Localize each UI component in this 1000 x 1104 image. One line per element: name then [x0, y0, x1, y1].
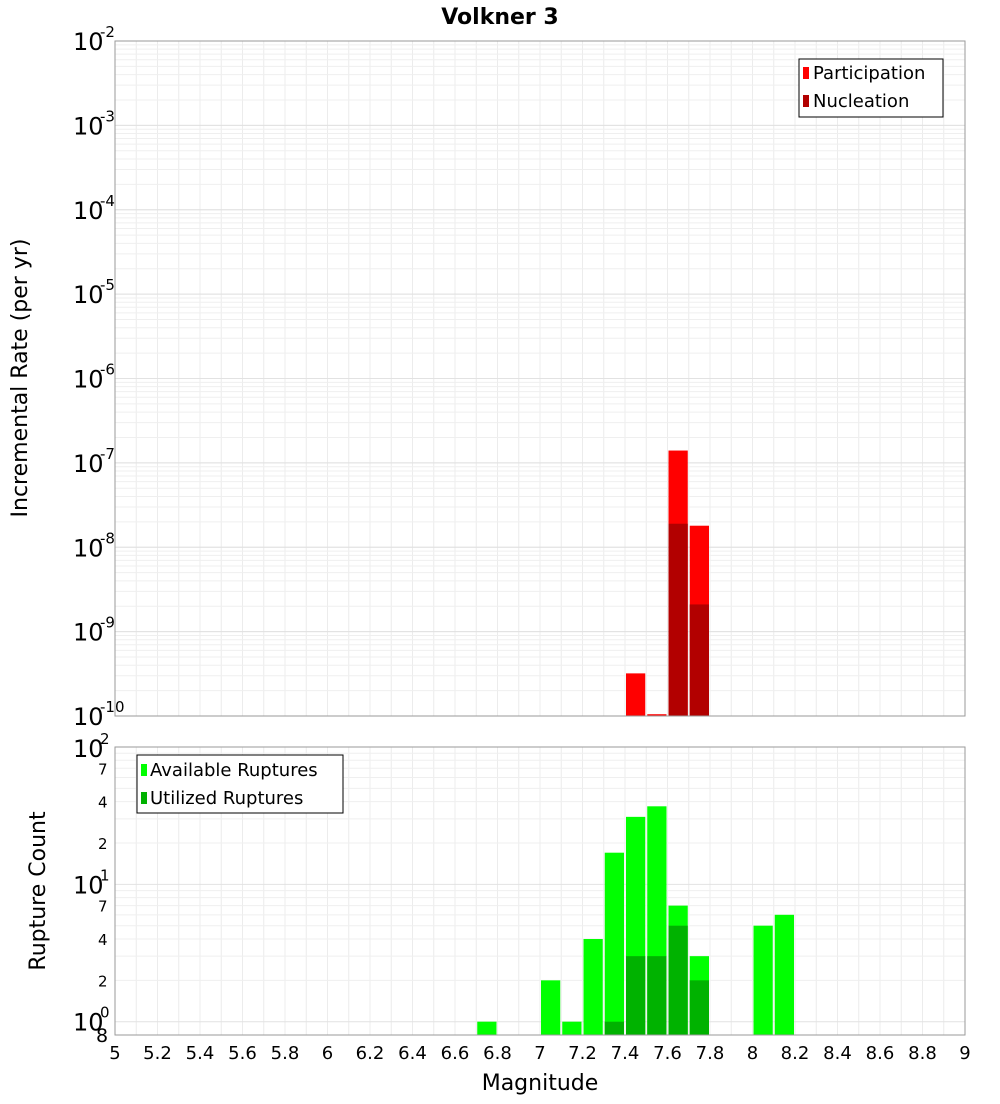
x-tick-label: 6: [322, 1043, 333, 1064]
top-y-tick-exp: -7: [100, 445, 115, 463]
bottom-y-minor-tick: 4: [98, 794, 108, 812]
top-y-tick-base: 10: [73, 281, 104, 309]
bottom-y-minor-tick: 2: [98, 972, 108, 990]
top-legend-swatch: [803, 67, 809, 79]
top-legend-label: Nucleation: [813, 91, 909, 112]
top-y-tick-exp: -2: [100, 23, 115, 41]
top-y-tick-exp: -8: [100, 529, 115, 547]
bottom-y-tick-exp: 2: [100, 730, 110, 748]
utilized-ruptures-bar: [626, 956, 646, 1035]
bottom-y-tick-base: 10: [73, 871, 104, 899]
bottom-y-minor-tick: 7: [98, 760, 108, 778]
bottom-legend-swatch: [141, 792, 147, 804]
bottom-legend: Available Ruptures Utilized Ruptures: [136, 754, 344, 814]
nucleation-bar: [689, 604, 709, 716]
x-tick-label: 6.8: [483, 1043, 512, 1064]
top-y-tick-exp: -4: [100, 192, 115, 210]
bottom-y-minor-tick: 8: [96, 1025, 108, 1047]
x-tick-label: 7.6: [653, 1043, 682, 1064]
top-y-tick-exp: -9: [100, 614, 115, 632]
x-tick-label: 6.6: [441, 1043, 470, 1064]
x-tick-label: 7.8: [696, 1043, 725, 1064]
x-tick-label: 7.2: [568, 1043, 597, 1064]
utilized-ruptures-bar: [668, 925, 688, 1035]
available-ruptures-bar: [562, 1021, 582, 1035]
x-tick-label: 8.4: [823, 1043, 852, 1064]
top-legend-label: Participation: [813, 63, 925, 84]
x-tick-label: 7: [534, 1043, 545, 1064]
x-tick-label: 5.2: [143, 1043, 172, 1064]
available-ruptures-bar: [477, 1021, 497, 1035]
x-tick-label: 6.4: [398, 1043, 427, 1064]
bottom-y-tick-exp: 0: [100, 1004, 110, 1022]
top-legend: Participation Nucleation: [798, 58, 944, 118]
x-tick-label: 6.2: [356, 1043, 385, 1064]
utilized-ruptures-bar: [604, 1021, 624, 1035]
x-tick-label: 5.4: [186, 1043, 215, 1064]
nucleation-bar: [668, 523, 688, 716]
x-tick-label: 8: [747, 1043, 758, 1064]
bottom-legend-swatch: [141, 764, 147, 776]
top-y-tick-base: 10: [73, 703, 104, 731]
bottom-legend-label: Available Ruptures: [150, 760, 318, 781]
top-plot-border: [114, 40, 966, 717]
participation-bar: [626, 673, 646, 716]
available-ruptures-bar: [774, 914, 794, 1035]
available-ruptures-bar: [753, 925, 773, 1035]
top-y-tick-base: 10: [73, 197, 104, 225]
x-tick-label: 8.8: [908, 1043, 937, 1064]
top-legend-swatch: [803, 95, 809, 107]
bottom-y-minor-tick: 4: [98, 931, 108, 949]
x-tick-label: 5.6: [228, 1043, 257, 1064]
x-tick-label: 5: [109, 1043, 120, 1064]
top-panel: 10-210-310-410-510-610-710-810-910-10Inc…: [8, 23, 966, 731]
utilized-ruptures-bar: [689, 980, 709, 1035]
available-ruptures-bar: [583, 939, 603, 1035]
top-y-tick-base: 10: [73, 112, 104, 140]
available-ruptures-bar: [541, 980, 561, 1035]
x-tick-label: 5.8: [271, 1043, 300, 1064]
available-ruptures-bar: [604, 852, 624, 1035]
bottom-y-minor-tick: 7: [98, 898, 108, 916]
bottom-y-axis-label: Rupture Count: [26, 811, 51, 971]
x-tick-label: 8.2: [781, 1043, 810, 1064]
participation-bar: [647, 714, 667, 716]
x-tick-label: 8.6: [866, 1043, 895, 1064]
top-y-axis-label: Incremental Rate (per yr): [8, 239, 33, 518]
bottom-plot-border: [114, 746, 966, 1036]
top-y-tick-exp: -5: [100, 276, 115, 294]
bottom-legend-label: Utilized Ruptures: [150, 788, 303, 809]
top-y-tick-exp: -10: [100, 698, 125, 716]
bottom-y-tick-base: 10: [73, 1009, 104, 1037]
bottom-y-minor-tick: 2: [98, 835, 108, 853]
top-y-tick-base: 10: [73, 534, 104, 562]
top-y-tick-base: 10: [73, 450, 104, 478]
chart-title: Volkner 3: [441, 5, 559, 30]
x-tick-label: 9: [959, 1043, 970, 1064]
bottom-y-tick-exp: 1: [100, 866, 110, 884]
top-y-tick-base: 10: [73, 619, 104, 647]
bottom-legend-box: [136, 754, 344, 814]
top-legend-box: [798, 58, 944, 118]
top-y-tick-base: 10: [73, 366, 104, 394]
x-tick-label: 7.4: [611, 1043, 640, 1064]
top-y-tick-exp: -6: [100, 361, 115, 379]
bottom-y-tick-base: 10: [73, 735, 104, 763]
x-axis-label: Magnitude: [482, 1071, 599, 1096]
utilized-ruptures-bar: [647, 956, 667, 1035]
top-y-tick-base: 10: [73, 28, 104, 56]
top-y-tick-exp: -3: [100, 107, 115, 125]
